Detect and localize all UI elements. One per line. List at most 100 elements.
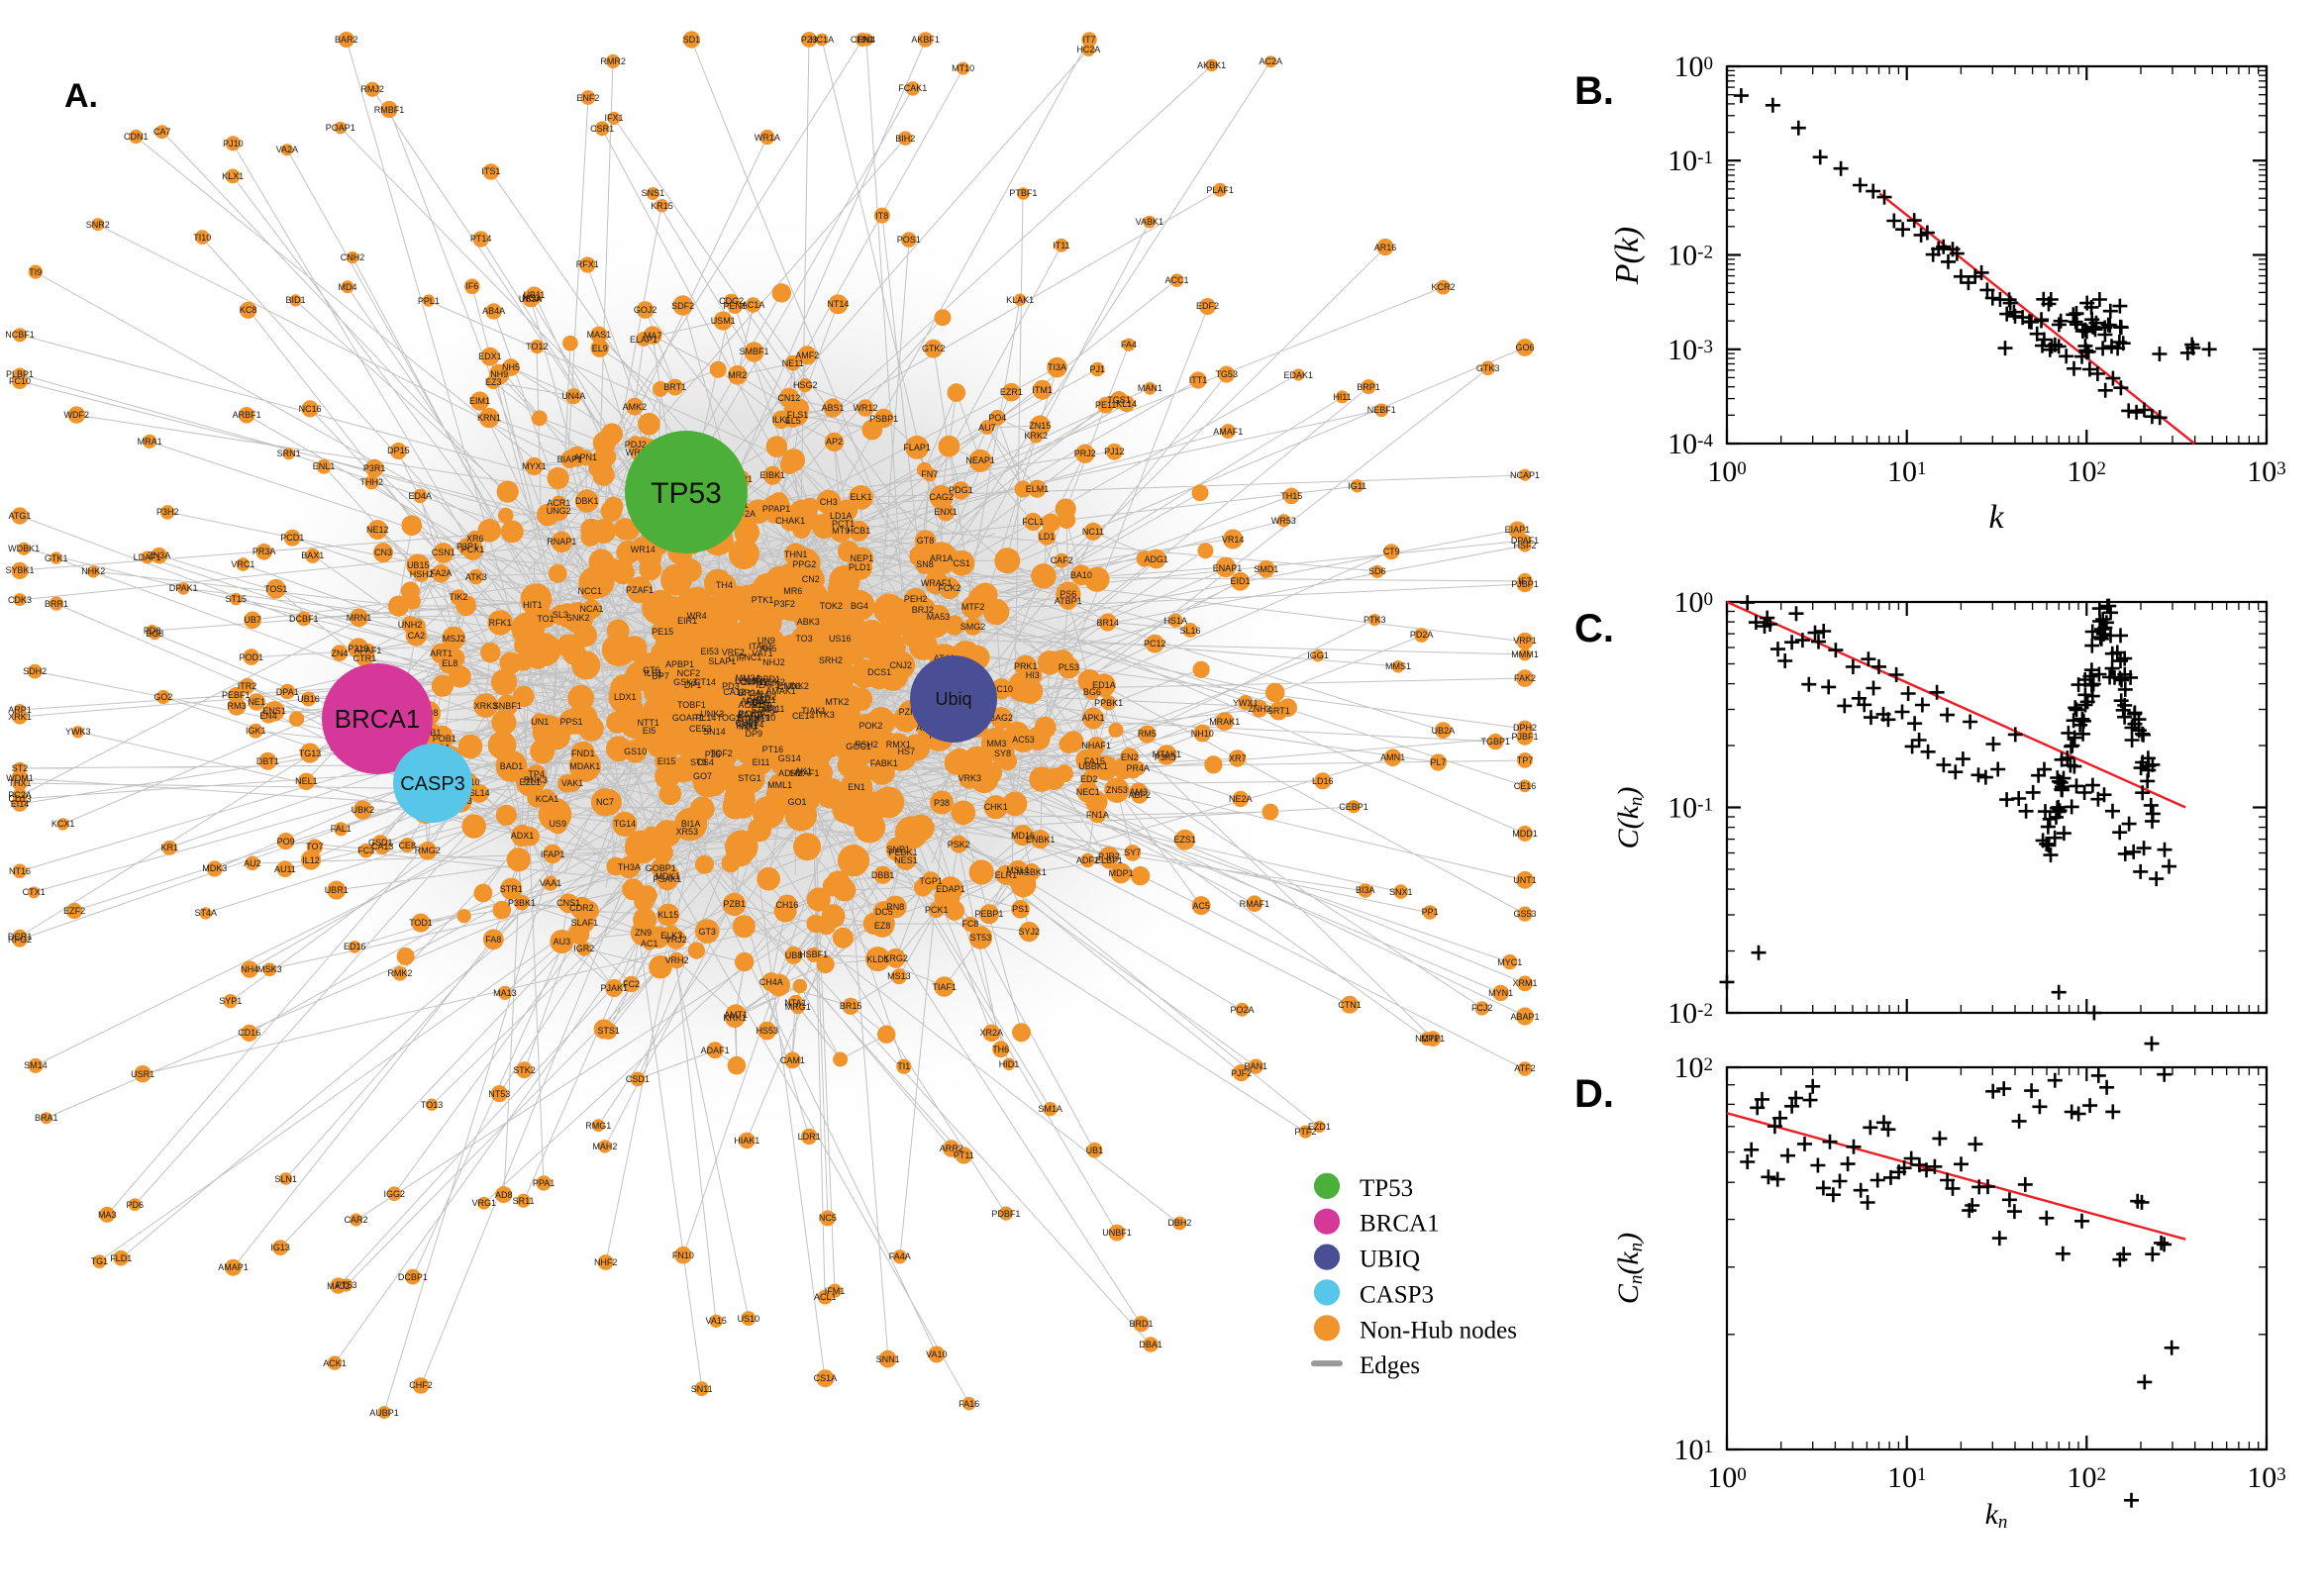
svg-text:KCX1: KCX1 <box>51 819 75 829</box>
svg-text:VRJ2: VRJ2 <box>665 935 687 945</box>
svg-text:TI3A: TI3A <box>1048 362 1066 372</box>
svg-text:FAL1: FAL1 <box>331 824 352 834</box>
svg-text:EN2: EN2 <box>1121 752 1139 762</box>
svg-text:DC5: DC5 <box>875 907 893 917</box>
svg-text:VAT1: VAT1 <box>752 648 772 658</box>
svg-text:ST2: ST2 <box>12 763 29 773</box>
svg-text:MA7: MA7 <box>644 331 662 341</box>
svg-text:ILS1: ILS1 <box>644 668 662 678</box>
svg-text:MTAK1: MTAK1 <box>1153 749 1181 759</box>
svg-text:CH4A: CH4A <box>759 977 783 987</box>
svg-text:TG13: TG13 <box>299 748 322 758</box>
svg-text:PJ12: PJ12 <box>1104 447 1125 456</box>
svg-text:FCL1: FCL1 <box>1022 517 1044 527</box>
svg-text:EI5: EI5 <box>643 726 656 736</box>
svg-text:APBP1: APBP1 <box>665 659 694 669</box>
svg-text:PT53: PT53 <box>336 1280 357 1290</box>
svg-text:ITR2: ITR2 <box>238 681 257 691</box>
svg-text:CNH2: CNH2 <box>341 252 365 262</box>
svg-text:PPA1: PPA1 <box>533 1178 555 1188</box>
svg-text:AUBP1: AUBP1 <box>369 1408 399 1418</box>
svg-text:CAR2: CAR2 <box>344 1215 367 1225</box>
svg-text:WR12: WR12 <box>853 403 877 413</box>
svg-text:VRG1: VRG1 <box>471 1198 496 1208</box>
svg-text:MA13: MA13 <box>493 988 517 998</box>
svg-text:CTN1: CTN1 <box>1338 1000 1362 1010</box>
svg-text:PR3A: PR3A <box>252 547 276 556</box>
svg-text:SLN1: SLN1 <box>274 1174 297 1184</box>
svg-text:NT16: NT16 <box>9 866 31 876</box>
svg-text:EIAP1: EIAP1 <box>1505 525 1531 535</box>
svg-text:CNJ2: CNJ2 <box>889 660 912 670</box>
svg-text:P(k): P(k) <box>1609 227 1646 286</box>
svg-text:ENBK1: ENBK1 <box>1026 835 1056 845</box>
svg-text:CNS1: CNS1 <box>556 898 580 908</box>
svg-text:IT11: IT11 <box>1053 241 1069 250</box>
svg-text:KCR2: KCR2 <box>1431 282 1455 292</box>
svg-text:SDF2: SDF2 <box>671 301 694 311</box>
svg-text:TOS1: TOS1 <box>264 584 287 594</box>
svg-text:SNS1: SNS1 <box>642 188 665 198</box>
svg-text:WR53: WR53 <box>1271 516 1296 526</box>
svg-text:AB4A: AB4A <box>482 306 505 316</box>
svg-text:FA8: FA8 <box>485 935 501 945</box>
svg-text:TH15: TH15 <box>1280 491 1302 501</box>
svg-text:MAH2: MAH2 <box>592 1142 617 1151</box>
svg-text:NEAP1: NEAP1 <box>965 455 995 465</box>
svg-text:ZN9: ZN9 <box>635 928 652 938</box>
svg-text:HS53: HS53 <box>756 1026 778 1036</box>
svg-text:NH5: NH5 <box>502 362 520 372</box>
svg-text:ARR2: ARR2 <box>940 1144 963 1153</box>
svg-text:MDP1: MDP1 <box>1109 868 1134 878</box>
svg-text:CN2: CN2 <box>802 574 820 584</box>
svg-text:EZF2: EZF2 <box>63 906 85 916</box>
svg-text:MSJ2: MSJ2 <box>443 634 465 644</box>
svg-text:KLAK1: KLAK1 <box>1006 295 1034 305</box>
svg-text:HIT1: HIT1 <box>523 600 543 610</box>
svg-text:DCR1: DCR1 <box>8 932 33 942</box>
svg-text:TGS1: TGS1 <box>1107 395 1131 405</box>
svg-text:EI53: EI53 <box>701 647 720 656</box>
svg-text:GT8: GT8 <box>917 536 935 546</box>
svg-text:EZ8: EZ8 <box>874 921 891 931</box>
svg-text:CA2: CA2 <box>408 631 426 641</box>
svg-text:SN11: SN11 <box>691 1384 713 1394</box>
svg-text:PO9: PO9 <box>277 837 295 847</box>
svg-text:SL16: SL16 <box>1179 626 1200 636</box>
svg-text:NCF2: NCF2 <box>677 668 701 678</box>
svg-text:CHAK1: CHAK1 <box>775 516 805 526</box>
svg-text:GOAP1: GOAP1 <box>672 713 703 723</box>
svg-text:CASP3: CASP3 <box>1360 1281 1434 1308</box>
svg-text:BIH2: BIH2 <box>895 134 915 144</box>
svg-text:BRCA1: BRCA1 <box>335 704 421 734</box>
svg-text:MYX1: MYX1 <box>522 461 547 471</box>
svg-text:VAK1: VAK1 <box>561 778 583 788</box>
svg-text:TP53: TP53 <box>651 477 722 510</box>
svg-text:CA13: CA13 <box>371 842 394 851</box>
svg-text:BI3A: BI3A <box>1356 885 1375 895</box>
svg-text:NHF2: NHF2 <box>594 1257 618 1267</box>
svg-text:RFK1: RFK1 <box>489 618 512 628</box>
svg-text:WR1A: WR1A <box>755 133 780 143</box>
svg-text:PLD1: PLD1 <box>849 562 871 572</box>
svg-text:IL12: IL12 <box>302 855 320 865</box>
svg-text:SD6: SD6 <box>1368 566 1386 576</box>
svg-text:AMN1: AMN1 <box>1380 752 1405 762</box>
svg-text:DBA1: DBA1 <box>1139 1340 1162 1349</box>
svg-text:TG53: TG53 <box>1215 369 1238 379</box>
svg-text:AC5: AC5 <box>1192 901 1210 911</box>
svg-text:XR53: XR53 <box>675 827 698 837</box>
svg-text:P36: P36 <box>705 749 721 759</box>
svg-text:MYC1: MYC1 <box>1497 957 1522 967</box>
svg-text:PPS1: PPS1 <box>559 717 582 727</box>
svg-text:TI1: TI1 <box>897 1061 910 1071</box>
svg-text:IGR2: IGR2 <box>573 944 594 953</box>
svg-text:PPG2: PPG2 <box>792 559 816 569</box>
svg-text:PL53: PL53 <box>1059 662 1079 672</box>
svg-text:NEP1: NEP1 <box>851 553 874 563</box>
svg-text:POS1: POS1 <box>897 235 921 245</box>
svg-text:PPL1: PPL1 <box>418 296 440 306</box>
svg-text:ENF2: ENF2 <box>576 93 599 103</box>
svg-text:BAD1: BAD1 <box>500 761 524 771</box>
svg-text:CASP3: CASP3 <box>400 773 465 795</box>
